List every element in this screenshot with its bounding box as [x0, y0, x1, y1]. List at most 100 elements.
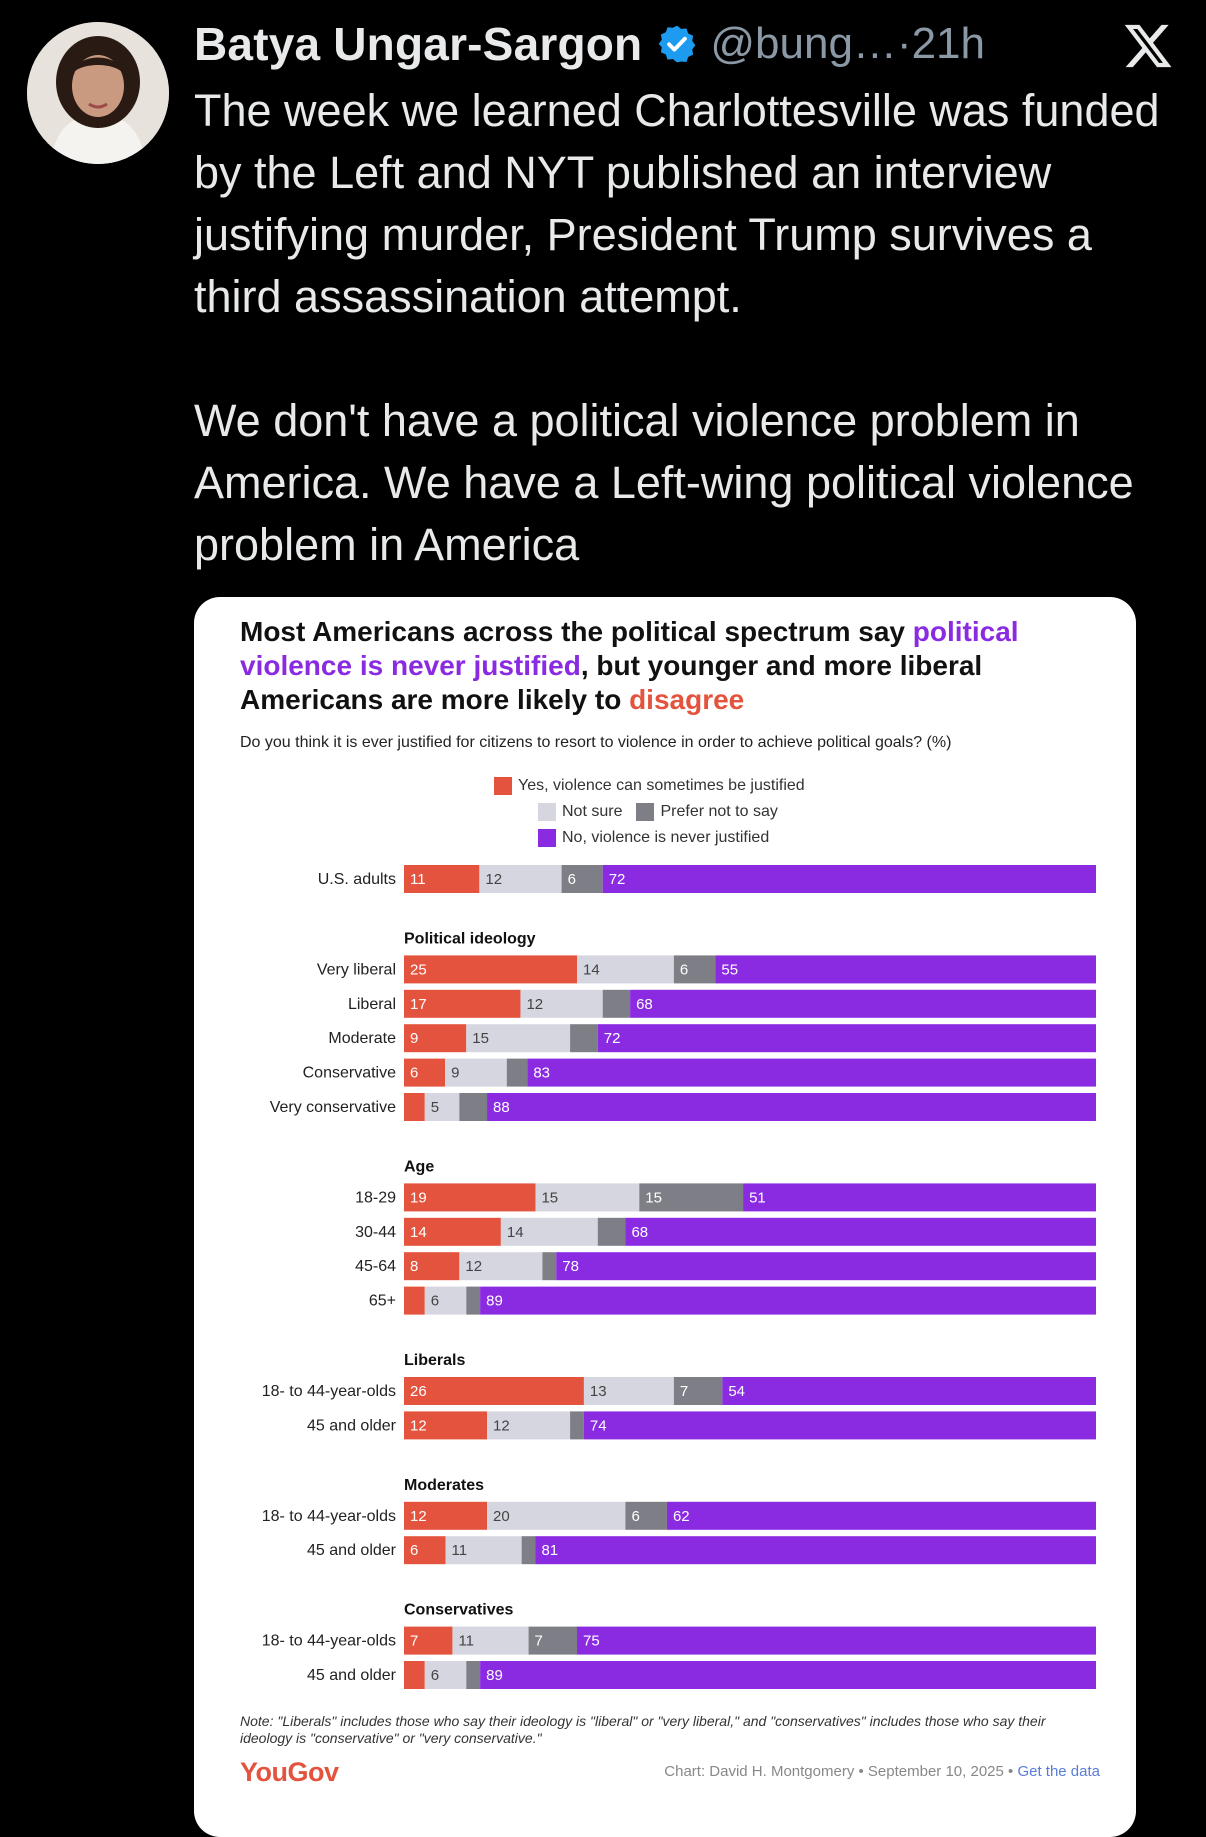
bar-value-label: 5	[431, 1099, 439, 1116]
bar-value-label: 19	[410, 1189, 427, 1206]
bar-segment-prefer_not	[625, 1501, 667, 1530]
bar-segment-yes	[404, 1217, 501, 1246]
bar-value-label: 62	[673, 1508, 690, 1525]
row-label: Very conservative	[270, 1099, 396, 1116]
bar-value-label: 9	[410, 1030, 418, 1047]
legend-swatch-yes	[494, 777, 512, 795]
legend-swatch-prefer-not	[636, 803, 655, 821]
row-label: 18- to 44-year-olds	[262, 1633, 396, 1650]
bar-value-label: 20	[493, 1508, 510, 1525]
bar-segment-yes	[404, 1024, 467, 1053]
author-handle[interactable]: @bung…	[710, 19, 897, 68]
bar-value-label: 72	[604, 1030, 621, 1047]
chart-image-card[interactable]: Most Americans across the political spec…	[194, 597, 1136, 1837]
get-the-data-link[interactable]: Get the data	[1017, 1763, 1100, 1780]
chart-title-part2: , but younger and more liberal Americans…	[240, 650, 983, 715]
bar-value-label: 74	[590, 1417, 607, 1434]
bar-segment-prefer_not	[521, 1536, 536, 1565]
bar-value-label: 15	[645, 1189, 662, 1206]
bar-segment-yes	[404, 1093, 425, 1121]
x-logo-icon[interactable]	[1122, 20, 1174, 72]
bar-value-label: 15	[472, 1030, 489, 1047]
bar-value-label: 6	[680, 961, 688, 978]
row-label: 45 and older	[307, 1542, 397, 1559]
bar-value-label: 11	[410, 871, 426, 888]
bar-segment-yes	[404, 865, 480, 893]
bar-segment-no	[743, 1183, 1096, 1212]
bar-segment-prefer_not	[639, 1183, 744, 1212]
row-label: 18- to 44-year-olds	[262, 1383, 396, 1400]
row-label: 45 and older	[307, 1667, 397, 1684]
bar-value-label: 6	[631, 1508, 639, 1525]
tweet-paragraph-2: We don't have a political violence probl…	[194, 395, 1134, 570]
row-label: Conservative	[303, 1065, 396, 1082]
bar-segment-not_sure	[487, 1501, 626, 1530]
bar-segment-yes	[404, 1058, 446, 1087]
row-label: 45 and older	[307, 1417, 397, 1434]
row-label: 18- to 44-year-olds	[262, 1508, 396, 1525]
bar-value-label: 89	[486, 1293, 503, 1310]
bar-segment-no	[715, 955, 1096, 984]
bar-segment-yes	[404, 1183, 536, 1212]
legend-label-yes: Yes, violence can sometimes be justified	[518, 777, 805, 794]
bar-value-label: 55	[721, 961, 738, 978]
row-label: Very liberal	[317, 961, 396, 978]
bar-value-label: 11	[458, 1633, 474, 1650]
row-label: U.S. adults	[318, 871, 396, 888]
bar-segment-prefer_not	[466, 1286, 481, 1315]
group-heading: Political ideology	[404, 930, 536, 947]
bar-segment-yes	[404, 1252, 460, 1281]
bar-value-label: 11	[452, 1542, 468, 1559]
chart-title-highlight-disagree: disagree	[629, 684, 745, 715]
bar-segment-not_sure	[424, 1286, 467, 1315]
legend-swatch-no	[538, 829, 556, 847]
bar-segment-yes	[404, 1377, 584, 1405]
avatar-image	[27, 22, 169, 164]
bar-value-label: 51	[749, 1189, 766, 1206]
bar-segment-prefer_not	[506, 1058, 528, 1087]
bar-value-label: 6	[410, 1542, 418, 1559]
bar-segment-no	[480, 1661, 1096, 1689]
row-label: 30-44	[355, 1224, 396, 1241]
bar-value-label: 72	[609, 871, 626, 888]
bar-value-label: 7	[410, 1633, 418, 1650]
bar-segment-no	[630, 989, 1096, 1018]
row-label: Liberal	[348, 996, 396, 1013]
bar-segment-yes	[404, 1661, 425, 1689]
bar-value-label: 89	[486, 1667, 503, 1684]
tweet-timestamp[interactable]: 21h	[911, 19, 985, 68]
bar-segment-not_sure	[424, 1093, 460, 1121]
row-label: 18-29	[355, 1189, 396, 1206]
bar-segment-no	[535, 1536, 1096, 1565]
bar-value-label: 26	[410, 1383, 427, 1400]
author-avatar[interactable]	[27, 22, 169, 164]
bar-value-label: 54	[728, 1383, 745, 1400]
group-heading: Conservatives	[404, 1602, 513, 1619]
author-name[interactable]: Batya Ungar-Sargon	[194, 18, 643, 70]
bar-segment-prefer_not	[602, 989, 631, 1018]
bar-segment-prefer_not	[528, 1626, 577, 1655]
bar-segment-not_sure	[500, 1217, 598, 1246]
bar-segment-no	[602, 865, 1096, 893]
bar-segment-prefer_not	[597, 1217, 626, 1246]
verified-badge-icon	[658, 25, 696, 63]
bar-segment-yes	[404, 1286, 425, 1315]
bar-segment-prefer_not	[466, 1661, 481, 1689]
chart-subtitle: Do you think it is ever justified for ci…	[240, 734, 952, 751]
chart-title-part1: Most Americans across the political spec…	[240, 616, 905, 647]
bar-value-label: 7	[535, 1633, 543, 1650]
bar-value-label: 75	[583, 1633, 600, 1650]
legend-label-prefer-not: Prefer not to say	[660, 803, 778, 820]
bar-segment-no	[722, 1377, 1096, 1405]
bar-value-label: 17	[410, 996, 427, 1013]
bar-value-label: 7	[680, 1383, 688, 1400]
bar-value-label: 6	[410, 1065, 418, 1082]
bar-segment-no	[597, 1024, 1096, 1053]
bar-value-label: 12	[410, 1508, 427, 1525]
bar-value-label: 68	[631, 1224, 648, 1241]
bar-segment-no	[480, 1286, 1096, 1315]
yougov-logo: YouGov	[240, 1757, 339, 1787]
bar-segment-prefer_not	[542, 1252, 557, 1281]
chart-legend: Yes, violence can sometimes be justified…	[494, 773, 805, 851]
stacked-bar-chart: U.S. adults 11 12 6 72 Political ideology Very…	[262, 865, 1096, 1689]
